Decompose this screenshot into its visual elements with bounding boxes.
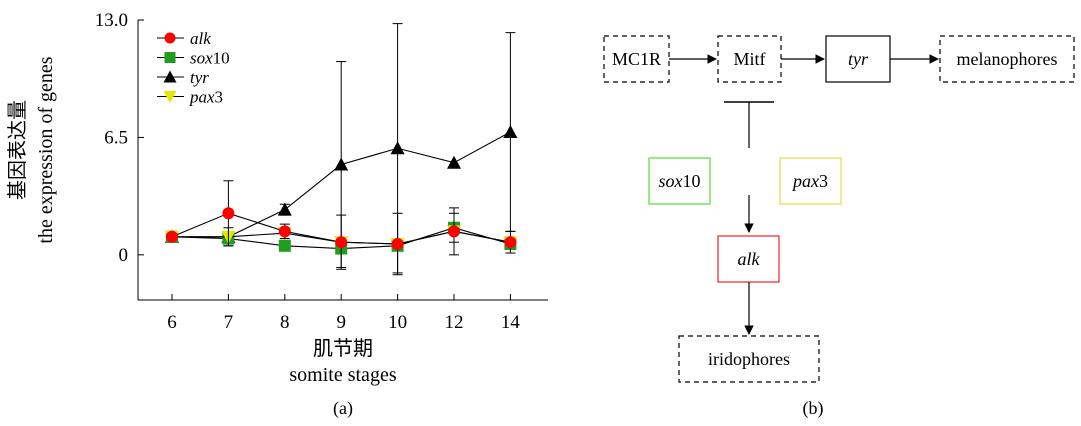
x-axis-label-english: somite stages (289, 364, 396, 386)
legend-marker (163, 91, 177, 103)
data-point (166, 230, 178, 243)
data-point (335, 236, 348, 249)
legend-item-tyr: tyr (157, 68, 209, 87)
node-pax3-box (779, 157, 842, 205)
data-point (391, 238, 404, 250)
data-point (278, 239, 291, 252)
node-alk-box (717, 235, 780, 283)
y-tick-label: 13.0 (95, 10, 128, 31)
legend-label: alk (190, 29, 211, 48)
data-point (447, 155, 461, 169)
data-point (222, 207, 235, 220)
node-mitf: Mitf (717, 35, 782, 83)
node-mc1r-label: MC1R (612, 49, 661, 69)
x-tick-label: 10 (388, 312, 407, 333)
node-melanophores: melanophores (939, 35, 1075, 83)
expression-chart: 0 6.5 13.0 6 7 8 9 10 12 14 基因表达量 the expression… (6, 10, 548, 419)
legend-item-sox10: sox10 (157, 49, 230, 68)
y-axis-label-english: the expression of genes (35, 56, 57, 243)
x-axis-label-chinese: 肌节期 (313, 337, 373, 360)
x-tick-label: 6 (167, 312, 177, 333)
node-melanophores-label: melanophores (957, 49, 1058, 69)
x-ticks: 6 7 8 9 10 12 14 (167, 294, 520, 333)
x-tick-label: 12 (445, 312, 464, 333)
y-tick-label: 0 (119, 245, 129, 266)
data-point (277, 202, 292, 216)
node-sox10: sox10 (648, 157, 711, 205)
data-point (504, 236, 517, 249)
node-tyr: tyr (825, 35, 891, 83)
panel-label-a: (a) (333, 398, 353, 419)
data-point (278, 225, 291, 238)
legend-item-alk: alk (157, 29, 211, 48)
node-sox10-label: sox10 (659, 171, 701, 191)
panel-label-b: (b) (803, 398, 824, 419)
node-alk-label: alk (738, 249, 761, 269)
node-iridophores: iridophores (678, 335, 820, 383)
node-pax3-label: pax3 (791, 171, 828, 191)
y-axis-label-chinese: 基因表达量 (6, 100, 29, 200)
node-alk: alk (717, 235, 780, 283)
legend-marker (164, 32, 176, 44)
pathway-diagram: MC1R Mitf tyr melanophores sox10 (603, 35, 1075, 419)
x-tick-label: 8 (280, 312, 290, 333)
x-tick-label: 14 (501, 312, 521, 333)
node-mitf-label: Mitf (733, 49, 765, 69)
data-point (448, 225, 460, 238)
node-mc1r: MC1R (603, 35, 670, 83)
legend-label: tyr (190, 68, 209, 87)
node-sox10-box (648, 157, 711, 205)
legend-marker (163, 70, 177, 83)
data-point (390, 141, 405, 155)
node-pax3: pax3 (779, 157, 842, 205)
node-tyr-label: tyr (848, 49, 869, 69)
y-ticks: 0 6.5 13.0 (95, 10, 144, 266)
x-tick-label: 7 (224, 312, 234, 333)
legend-item-pax3: pax3 (157, 88, 223, 107)
data-point (503, 125, 518, 138)
node-iridophores-label: iridophores (708, 349, 790, 369)
series-layer (165, 23, 518, 276)
x-tick-label: 9 (336, 312, 346, 333)
series-alk (166, 180, 517, 276)
legend-label: sox10 (190, 49, 230, 68)
legend-label: pax3 (189, 88, 223, 107)
legend-marker (164, 52, 176, 63)
y-tick-label: 6.5 (104, 127, 128, 148)
data-point (334, 157, 349, 171)
